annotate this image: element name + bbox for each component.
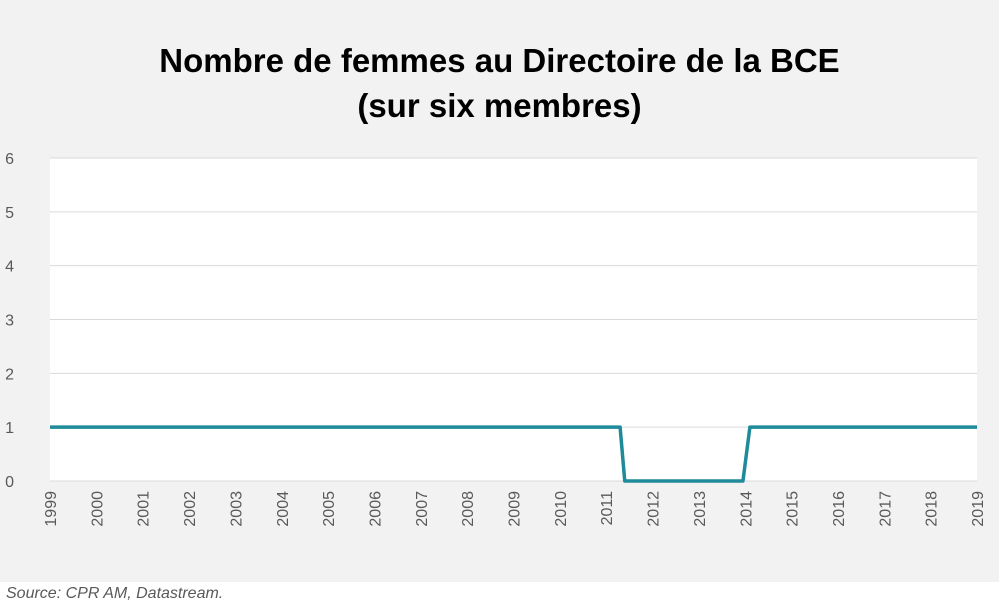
x-tick-label: 2009 [507, 491, 524, 527]
chart-title: Nombre de femmes au Directoire de la BCE… [0, 38, 999, 128]
chart-title-line-2: (sur six membres) [357, 87, 642, 124]
y-tick-label: 2 [5, 366, 14, 383]
y-tick-label: 4 [5, 259, 14, 276]
x-tick-label: 2016 [831, 491, 848, 527]
y-tick-label: 1 [5, 420, 14, 437]
x-tick-label: 2003 [228, 491, 245, 527]
x-tick-label: 2017 [877, 491, 894, 527]
x-tick-label: 2006 [367, 491, 384, 527]
x-tick-label: 2013 [692, 491, 709, 527]
x-tick-label: 2001 [136, 491, 153, 527]
x-tick-label: 1999 [43, 491, 60, 527]
x-tick-label: 2000 [89, 491, 106, 527]
x-tick-label: 2007 [414, 491, 431, 527]
source-note: Source: CPR AM, Datastream. [6, 585, 224, 602]
x-tick-label: 2002 [182, 491, 199, 527]
x-tick-label: 2019 [970, 491, 987, 527]
chart-title-line-1: Nombre de femmes au Directoire de la BCE [159, 42, 840, 79]
chart-panel: Nombre de femmes au Directoire de la BCE… [0, 0, 999, 582]
x-tick-label: 2004 [275, 491, 292, 527]
x-tick-label: 2010 [553, 491, 570, 527]
line-chart: 0 1 2 3 4 5 6 1999 2000 2001 2002 2003 2004 2005 2006 2… [5, 151, 987, 527]
y-tick-label: 0 [5, 474, 14, 491]
x-tick-label: 2005 [321, 491, 338, 527]
x-tick-label: 2018 [924, 491, 941, 527]
series-line-0 [50, 425, 977, 483]
y-tick-label: 3 [5, 313, 14, 330]
y-tick-label: 6 [5, 151, 14, 168]
x-tick-label: 2015 [785, 491, 802, 527]
x-tick-label: 2014 [738, 491, 755, 527]
y-tick-label: 5 [5, 205, 14, 222]
x-tick-label: 2011 [599, 491, 616, 526]
x-tick-label: 2012 [646, 491, 663, 527]
x-tick-label: 2008 [460, 491, 477, 527]
